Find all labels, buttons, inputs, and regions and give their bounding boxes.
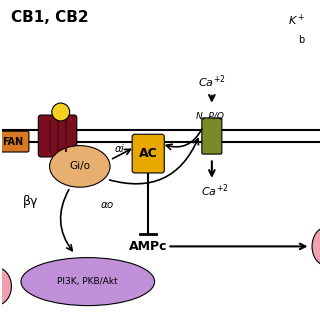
- FancyArrowPatch shape: [166, 129, 202, 149]
- Ellipse shape: [312, 227, 320, 266]
- FancyBboxPatch shape: [0, 131, 29, 152]
- Text: AMPc: AMPc: [129, 240, 167, 253]
- Text: PI3K, PKB/Akt: PI3K, PKB/Akt: [58, 277, 118, 286]
- Text: Gi/o: Gi/o: [69, 161, 90, 172]
- Text: $K^+$: $K^+$: [288, 13, 305, 28]
- Ellipse shape: [21, 258, 155, 306]
- Text: FAN: FAN: [3, 137, 24, 147]
- FancyArrowPatch shape: [60, 190, 72, 251]
- Text: αi: αi: [114, 144, 124, 154]
- Text: βγ: βγ: [23, 195, 38, 208]
- FancyBboxPatch shape: [132, 134, 164, 173]
- Text: $Ca^{+2}$: $Ca^{+2}$: [198, 73, 226, 90]
- Circle shape: [52, 103, 70, 121]
- FancyArrowPatch shape: [109, 139, 198, 184]
- Text: $Ca^{+2}$: $Ca^{+2}$: [201, 182, 229, 199]
- Text: αo: αo: [100, 200, 114, 210]
- Text: b: b: [298, 35, 304, 45]
- Ellipse shape: [50, 146, 110, 187]
- Text: N, P/Q: N, P/Q: [196, 112, 224, 121]
- FancyBboxPatch shape: [38, 115, 77, 157]
- FancyBboxPatch shape: [202, 118, 222, 154]
- Ellipse shape: [0, 267, 12, 306]
- Text: CB1, CB2: CB1, CB2: [12, 10, 89, 25]
- Text: AC: AC: [139, 147, 157, 160]
